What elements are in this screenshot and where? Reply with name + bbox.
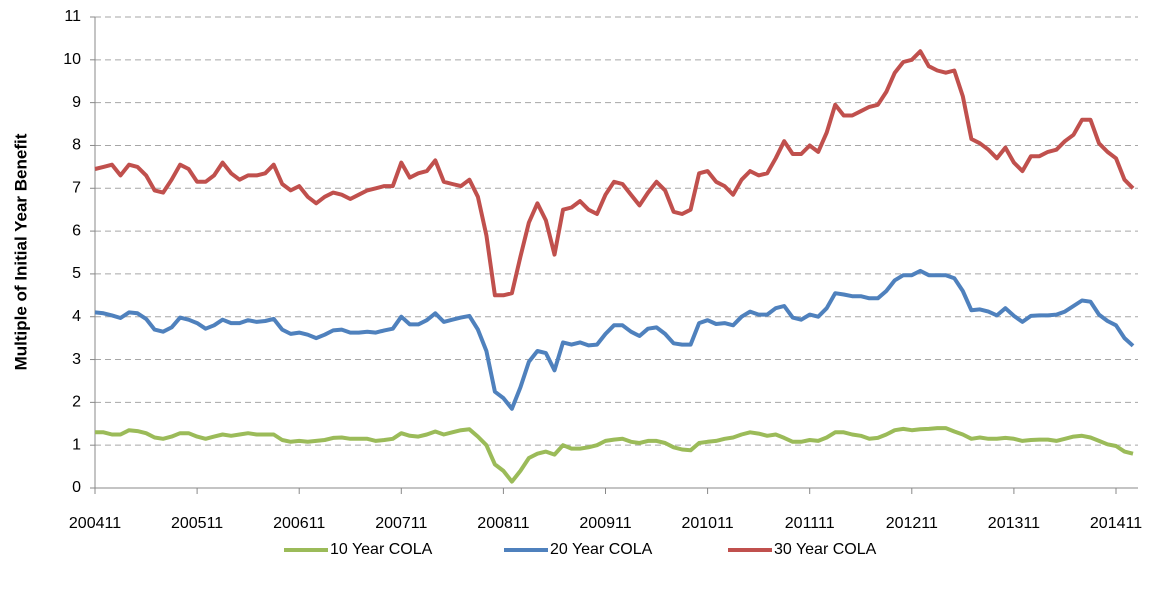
y-tick-label: 4 — [72, 308, 81, 325]
series-line — [94, 268, 1135, 411]
y-axis-title: Multiple of Initial Year Benefit — [11, 133, 30, 370]
y-tick-label: 11 — [64, 8, 81, 25]
series-line — [94, 49, 1135, 298]
legend-label: 30 Year COLA — [774, 541, 877, 558]
x-tick-label: 200911 — [579, 515, 631, 532]
y-tick-label: 7 — [72, 179, 81, 196]
y-tick-label: 10 — [63, 51, 81, 68]
legend-label: 20 Year COLA — [550, 541, 653, 558]
x-tick-label: 200611 — [273, 515, 325, 532]
y-tick-label: 1 — [72, 436, 81, 453]
legend-label: 10 Year COLA — [330, 541, 433, 558]
x-tick-label: 200411 — [69, 515, 121, 532]
series-line — [95, 426, 1134, 484]
y-tick-label: 9 — [72, 94, 81, 111]
x-tick-label: 201311 — [988, 515, 1040, 532]
y-tick-label: 8 — [72, 137, 81, 154]
y-tick-label: 2 — [72, 394, 81, 411]
y-tick-label: 6 — [72, 222, 81, 239]
x-tick-label: 201111 — [785, 515, 835, 532]
x-tick-label: 201411 — [1090, 515, 1142, 532]
y-tick-label: 5 — [72, 265, 81, 282]
x-tick-label: 200511 — [171, 515, 223, 532]
x-tick-label: 200711 — [375, 515, 427, 532]
x-tick-label: 201011 — [681, 515, 733, 532]
x-tick-label: 201211 — [886, 515, 938, 532]
y-tick-label: 3 — [72, 351, 81, 368]
y-tick-label: 0 — [72, 479, 81, 496]
x-tick-label: 200811 — [477, 515, 529, 532]
